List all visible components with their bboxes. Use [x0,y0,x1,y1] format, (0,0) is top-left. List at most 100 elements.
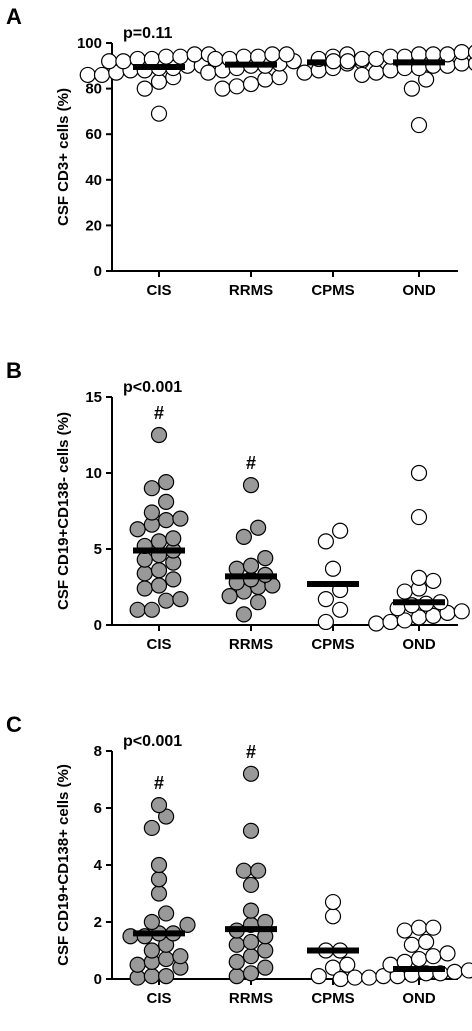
data-point [207,50,224,68]
y-axis-label: CSF CD19+CD138+ cells (%) [55,764,72,966]
data-point [317,613,334,631]
data-point [242,933,260,951]
y-tick-label: 0 [94,263,102,280]
data-point [129,956,146,973]
category-label: RRMS [229,990,273,1007]
data-point [221,588,238,605]
y-tick-label: 0 [94,617,102,634]
data-point [143,942,160,959]
significance-mark: # [154,773,164,793]
data-point [310,968,327,985]
y-tick-label: 40 [85,172,102,189]
panel-letter: C [6,712,22,737]
data-point [425,919,442,936]
data-point [410,919,428,936]
category-label: CPMS [311,282,354,299]
p-value-label: p<0.001 [123,733,182,750]
data-point [410,464,428,482]
y-tick-label: 0 [94,971,102,988]
y-tick-label: 100 [77,35,102,52]
data-point [158,950,175,968]
data-point [317,533,334,550]
data-point [172,948,189,965]
y-tick-label: 15 [85,389,102,406]
data-point [296,64,313,81]
data-point [150,871,168,888]
category-label: CIS [146,636,171,653]
data-point [332,522,349,539]
category-label: OND [402,990,436,1007]
data-point [332,970,349,988]
panel-letter: A [6,4,22,29]
data-point [353,66,371,84]
data-point [158,474,175,491]
data-point [158,936,175,953]
data-point [158,512,175,529]
data-point [410,950,428,968]
data-point [150,562,168,579]
data-point [93,66,111,84]
data-point [143,913,160,931]
y-tick-label: 10 [85,465,102,482]
category-label: OND [402,636,436,653]
data-point [257,959,274,976]
data-point [346,969,363,986]
data-point [453,44,470,61]
category-label: RRMS [229,636,273,653]
data-point [242,765,260,782]
data-point [250,519,267,536]
data-point [143,504,160,521]
data-point [101,53,118,70]
data-point [165,530,182,547]
data-point [200,64,217,81]
data-point [382,613,399,631]
category-label: OND [402,282,436,299]
data-point [332,601,349,618]
p-value-label: p<0.001 [123,379,182,396]
data-point [403,936,420,953]
data-point [150,533,168,550]
data-point [439,945,456,962]
data-point [242,75,260,93]
data-point [129,601,146,618]
data-point [115,53,132,70]
data-point [324,560,342,577]
y-tick-label: 8 [94,743,102,760]
category-label: CIS [146,990,171,1007]
data-point [324,908,342,925]
data-point [150,885,168,902]
y-tick-label: 80 [85,81,102,98]
data-point [453,603,470,620]
data-point [172,48,189,65]
data-point [129,521,146,538]
data-point [136,551,153,568]
data-point [250,594,267,611]
data-point [150,73,168,90]
data-point [361,969,378,986]
data-point [158,48,175,65]
data-point [242,876,260,894]
data-point [410,508,428,526]
data-point [242,477,260,494]
data-point [418,933,435,951]
data-point [79,66,96,84]
data-point [425,948,442,965]
data-point [410,569,428,586]
y-tick-label: 20 [85,217,102,234]
data-point [325,53,342,70]
data-point [228,78,245,95]
data-point [368,50,385,68]
data-point [235,528,252,545]
data-point [150,426,168,444]
data-point [150,797,168,814]
data-point [242,822,260,839]
data-point [317,591,334,608]
data-point [368,615,385,632]
data-point [242,902,260,919]
category-label: CPMS [311,990,354,1007]
data-point [271,69,288,86]
data-point [158,592,175,609]
data-point [143,601,160,618]
data-point [242,557,260,574]
data-point [235,862,252,879]
